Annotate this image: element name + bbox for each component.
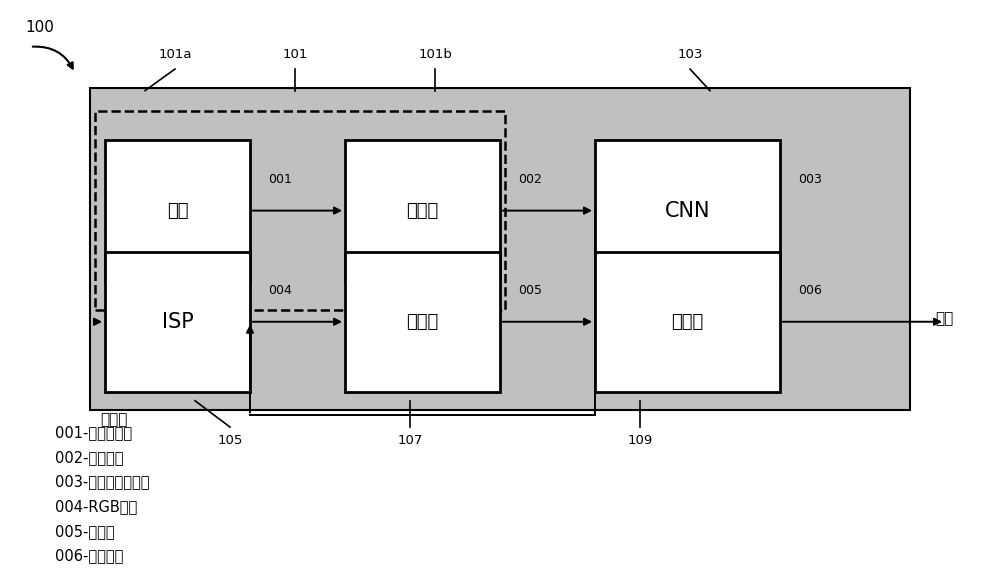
Text: 004: 004 [268, 284, 292, 297]
Text: 101b: 101b [418, 49, 452, 61]
Text: 103: 103 [677, 49, 703, 61]
Text: CNN: CNN [665, 201, 710, 221]
Text: 107: 107 [397, 434, 423, 447]
Text: 相机侧: 相机侧 [100, 412, 127, 428]
Text: 001: 001 [268, 173, 292, 186]
Text: 002: 002 [518, 173, 542, 186]
Text: 003-增强的拜尔信号: 003-增强的拜尔信号 [55, 474, 150, 490]
Bar [105, 140, 250, 281]
Bar [105, 252, 250, 392]
Text: 101a: 101a [158, 49, 192, 61]
Text: 001-聚焦的光束: 001-聚焦的光束 [55, 425, 132, 441]
Bar [345, 140, 500, 281]
Text: 006: 006 [798, 284, 822, 297]
Bar [595, 140, 780, 281]
Text: 发射器: 发射器 [671, 313, 704, 331]
Bar [90, 88, 910, 409]
Text: 105: 105 [217, 434, 243, 447]
Text: 004-RGB信号: 004-RGB信号 [55, 499, 137, 514]
Text: 002-拜尔信号: 002-拜尔信号 [55, 450, 124, 465]
Text: 透镜: 透镜 [167, 202, 188, 219]
Text: 编码器: 编码器 [406, 313, 439, 331]
Text: 005: 005 [518, 284, 542, 297]
Text: 006-网络信号: 006-网络信号 [55, 548, 123, 563]
Text: 网络: 网络 [935, 311, 953, 326]
Text: 005-比特流: 005-比特流 [55, 524, 115, 539]
Text: 101: 101 [282, 49, 308, 61]
Bar [595, 252, 780, 392]
Text: 109: 109 [627, 434, 653, 447]
Text: 003: 003 [798, 173, 822, 186]
Text: 100: 100 [25, 20, 54, 36]
Bar [345, 252, 500, 392]
Text: 传感器: 传感器 [406, 202, 439, 219]
Text: ISP: ISP [162, 312, 193, 332]
Bar [95, 111, 505, 310]
